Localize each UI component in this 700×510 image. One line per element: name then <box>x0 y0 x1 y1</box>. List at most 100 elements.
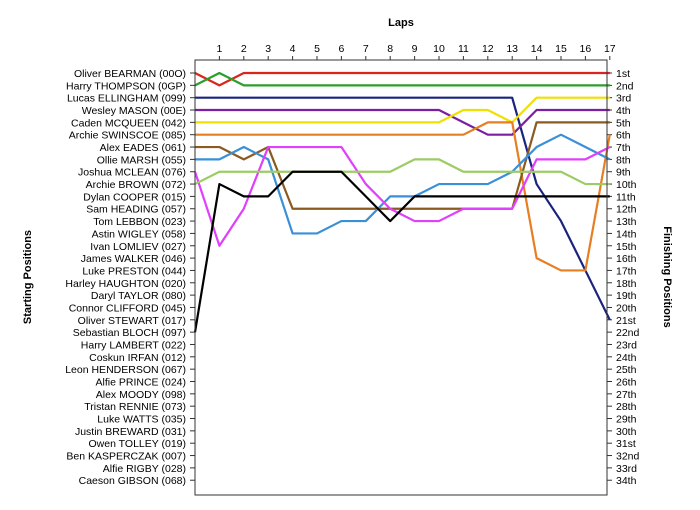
starting-position-label: Lucas ELLINGHAM (099) <box>67 93 186 105</box>
starting-position-label: Sam HEADING (057) <box>86 204 186 216</box>
starting-position-label: Harry LAMBERT (022) <box>81 339 186 351</box>
finishing-position-label: 30th <box>616 426 637 438</box>
starting-position-label: Connor CLIFFORD (045) <box>69 302 186 314</box>
starting-position-label: Caden MCQUEEN (042) <box>71 117 186 129</box>
finishing-position-label: 4th <box>616 105 631 117</box>
x-tick-label: 3 <box>265 43 271 55</box>
x-tick-label: 1 <box>216 43 222 55</box>
starting-position-label: Coskun IRFAN (012) <box>89 352 186 364</box>
series-line <box>195 121 611 272</box>
y-axis-right-label: Finishing Positions <box>661 226 673 327</box>
finishing-position-label: 20th <box>616 302 637 314</box>
x-tick-label: 14 <box>531 43 543 55</box>
starting-position-label: Leon HENDERSON (067) <box>65 364 186 376</box>
starting-position-label: Alex MOODY (098) <box>96 389 186 401</box>
x-tick-label: 8 <box>387 43 393 55</box>
finishing-position-label: 10th <box>616 179 637 191</box>
starting-position-label: Owen TOLLEY (019) <box>89 438 186 450</box>
x-tick-labels: 1 2 3 4 5 6 7 8 9 10 11 12 13 14 15 16 17 <box>216 43 616 60</box>
finishing-position-label: 23rd <box>616 339 637 351</box>
starting-position-label: Caeson GIBSON (068) <box>79 475 186 487</box>
finishing-position-label: 29th <box>616 414 637 426</box>
finishing-position-label: 6th <box>616 130 631 142</box>
x-tick-label: 6 <box>338 43 344 55</box>
finishing-position-label: 25th <box>616 364 637 376</box>
starting-position-label: Sebastian BLOCH (097) <box>73 327 186 339</box>
x-tick-label: 9 <box>412 43 418 55</box>
finishing-position-label: 24th <box>616 352 637 364</box>
starting-position-label: Ivan LOMLIEV (027) <box>90 241 186 253</box>
finishing-position-label: 17th <box>616 265 637 277</box>
x-tick-label: 4 <box>290 43 296 55</box>
x-tick-label: 2 <box>241 43 247 55</box>
finishing-position-label: 12th <box>616 204 637 216</box>
finishing-position-label: 3rd <box>616 93 631 105</box>
series-line <box>194 71 610 87</box>
starting-position-label: Harry THOMPSON (0GP) <box>66 80 186 92</box>
finishing-position-label: 22nd <box>616 327 640 339</box>
finishing-position-label: 18th <box>616 278 637 290</box>
finishing-position-label: 19th <box>616 290 637 302</box>
series-line <box>195 96 611 321</box>
finishing-position-label: 21st <box>616 315 636 327</box>
finishing-position-label: 5th <box>616 117 631 129</box>
series-line <box>193 170 610 333</box>
x-tick-label: 13 <box>506 43 518 55</box>
finishing-position-label: 28th <box>616 401 637 413</box>
series-line <box>193 145 611 247</box>
starting-position-label: Alfie PRINCE (024) <box>96 377 186 389</box>
starting-position-label: Luke PRESTON (044) <box>82 265 186 277</box>
x-tick-label: 12 <box>482 43 494 55</box>
finishing-position-label: 14th <box>616 228 637 240</box>
finishing-position-label: 15th <box>616 241 637 253</box>
starting-position-label: Archie SWINSCOE (085) <box>69 130 186 142</box>
starting-position-label: Dylan COOPER (015) <box>83 191 186 203</box>
starting-position-label: Alfie RIGBY (028) <box>103 463 186 475</box>
chart-title: Laps <box>388 17 414 29</box>
x-tick-label: 17 <box>604 43 616 55</box>
finishing-position-label: 27th <box>616 389 637 401</box>
starting-position-labels: Oliver BEARMAN (00O)Harry THOMPSON (0GP)… <box>65 68 195 487</box>
series-lines <box>193 71 611 333</box>
finishing-position-label: 34th <box>616 475 637 487</box>
finishing-position-label: 8th <box>616 154 631 166</box>
starting-position-label: Ollie MARSH (055) <box>97 154 186 166</box>
starting-position-label: Joshua MCLEAN (076) <box>78 167 186 179</box>
finishing-position-label: 33rd <box>616 463 637 475</box>
finishing-position-label: 2nd <box>616 80 634 92</box>
starting-position-label: Tom LEBBON (023) <box>93 216 186 228</box>
finishing-position-label: 31st <box>616 438 636 450</box>
starting-position-label: Astin WIGLEY (058) <box>92 228 186 240</box>
starting-position-label: Wesley MASON (00E) <box>82 105 186 117</box>
y-axis-left-label: Starting Positions <box>22 230 34 324</box>
x-tick-label: 16 <box>580 43 592 55</box>
finishing-position-label: 13th <box>616 216 637 228</box>
series-line <box>195 133 611 235</box>
starting-position-label: Luke WATTS (035) <box>97 414 186 426</box>
starting-position-label: Daryl TAYLOR (080) <box>91 290 186 302</box>
series-line <box>194 158 610 186</box>
starting-position-label: Oliver BEARMAN (00O) <box>74 68 186 80</box>
x-tick-label: 10 <box>433 43 445 55</box>
finishing-position-label: 11th <box>616 191 636 203</box>
finishing-position-label: 1st <box>616 68 630 80</box>
finishing-position-label: 9th <box>616 167 631 179</box>
series-line <box>194 71 610 87</box>
plot-frame <box>194 59 608 496</box>
series-line <box>195 108 610 136</box>
starting-position-label: Justin BREWARD (031) <box>75 426 186 438</box>
starting-position-label: Tristan RENNIE (073) <box>84 401 186 413</box>
starting-position-label: Ben KASPERCZAK (007) <box>66 451 186 463</box>
starting-position-label: Oliver STEWART (017) <box>78 315 186 327</box>
finishing-position-labels: 1st2nd3rd4th5th6th7th8th9th10th11th12th1… <box>607 68 640 487</box>
x-tick-label: 11 <box>458 43 469 55</box>
starting-position-label: Alex EADES (061) <box>100 142 186 154</box>
finishing-position-label: 32nd <box>616 451 640 463</box>
x-tick-label: 15 <box>555 43 567 55</box>
starting-position-label: Harley HAUGHTON (020) <box>65 278 186 290</box>
x-tick-label: 7 <box>363 43 369 55</box>
starting-position-label: Archie BROWN (072) <box>86 179 186 191</box>
series-line <box>195 96 610 124</box>
finishing-position-label: 26th <box>616 377 637 389</box>
